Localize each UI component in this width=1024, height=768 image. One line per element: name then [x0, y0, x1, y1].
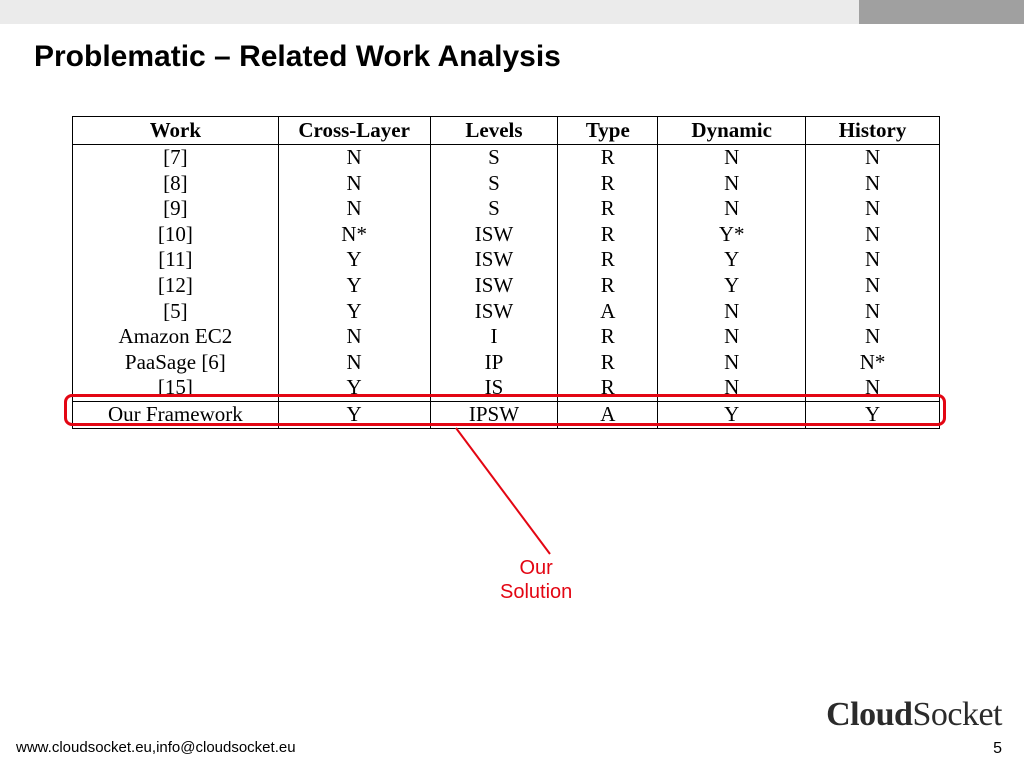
cell: N: [278, 324, 430, 350]
table-row: [15] Y IS R N N: [73, 375, 940, 401]
cell: IP: [430, 350, 558, 376]
cell: N*: [278, 222, 430, 248]
cell: N: [658, 196, 806, 222]
th-dynamic: Dynamic: [658, 117, 806, 145]
cell: N: [658, 375, 806, 401]
callout-text-line1: Our: [519, 557, 552, 579]
cell: Amazon EC2: [73, 324, 279, 350]
cell: N: [806, 247, 940, 273]
table-row-highlighted: Our Framework Y IPSW A Y Y: [73, 402, 940, 429]
table-row: Amazon EC2 N I R N N: [73, 324, 940, 350]
cell: R: [558, 171, 658, 197]
page-number: 5: [993, 740, 1002, 758]
table-row: [7] N S R N N: [73, 145, 940, 171]
table-row: [10] N* ISW R Y* N: [73, 222, 940, 248]
table-row: [5] Y ISW A N N: [73, 299, 940, 325]
cell: Y: [658, 402, 806, 429]
cell: [11]: [73, 247, 279, 273]
cell: N: [806, 273, 940, 299]
cell: N: [806, 171, 940, 197]
cell: N: [278, 145, 430, 171]
th-cross: Cross-Layer: [278, 117, 430, 145]
slide: Problematic – Related Work Analysis Work…: [0, 0, 1024, 768]
table: Work Cross-Layer Levels Type Dynamic His…: [72, 116, 940, 429]
cell: N: [806, 145, 940, 171]
cell: N: [278, 350, 430, 376]
cell: Y: [278, 299, 430, 325]
cell: ISW: [430, 247, 558, 273]
cell: R: [558, 350, 658, 376]
cell: Y: [658, 273, 806, 299]
callout-text-line2: Solution: [500, 581, 572, 603]
cell: [5]: [73, 299, 279, 325]
table-header-row: Work Cross-Layer Levels Type Dynamic His…: [73, 117, 940, 145]
cell: N: [658, 350, 806, 376]
th-type: Type: [558, 117, 658, 145]
cell: Y: [278, 247, 430, 273]
table-row: [9] N S R N N: [73, 196, 940, 222]
cell: N: [806, 196, 940, 222]
cell: R: [558, 273, 658, 299]
cell: S: [430, 171, 558, 197]
cell: A: [558, 299, 658, 325]
cell: R: [558, 375, 658, 401]
comparison-table: Work Cross-Layer Levels Type Dynamic His…: [72, 116, 940, 429]
table-row: [12] Y ISW R Y N: [73, 273, 940, 299]
cell: N: [806, 375, 940, 401]
cell: ISW: [430, 222, 558, 248]
cell: I: [430, 324, 558, 350]
cell: N: [806, 222, 940, 248]
cell: [7]: [73, 145, 279, 171]
cell: IPSW: [430, 402, 558, 429]
cell: N: [658, 299, 806, 325]
cell: Y: [806, 402, 940, 429]
th-work: Work: [73, 117, 279, 145]
cell: R: [558, 145, 658, 171]
page-title: Problematic – Related Work Analysis: [34, 40, 561, 74]
table-body: [7] N S R N N [8] N S R N N [9] N: [73, 145, 940, 429]
cell: PaaSage [6]: [73, 350, 279, 376]
cell: [9]: [73, 196, 279, 222]
cell: Y*: [658, 222, 806, 248]
topbar-accent: [859, 0, 1024, 24]
logo-bold: Cloud: [826, 696, 912, 733]
cell: S: [430, 145, 558, 171]
cell: ISW: [430, 299, 558, 325]
th-levels: Levels: [430, 117, 558, 145]
cell: IS: [430, 375, 558, 401]
th-history: History: [806, 117, 940, 145]
cell: [15]: [73, 375, 279, 401]
cell: S: [430, 196, 558, 222]
table-row: [11] Y ISW R Y N: [73, 247, 940, 273]
cell: A: [558, 402, 658, 429]
cell: N: [278, 171, 430, 197]
cell: N: [806, 299, 940, 325]
cell: Y: [278, 273, 430, 299]
cell: Y: [658, 247, 806, 273]
cell: Our Framework: [73, 402, 279, 429]
cell: R: [558, 247, 658, 273]
cell: Y: [278, 375, 430, 401]
cell: N: [658, 171, 806, 197]
footer-url: www.cloudsocket.eu,info@cloudsocket.eu: [16, 739, 296, 756]
table-row: PaaSage [6] N IP R N N*: [73, 350, 940, 376]
cell: N: [278, 196, 430, 222]
cell: N*: [806, 350, 940, 376]
cell: N: [658, 145, 806, 171]
callout-label: Our Solution: [500, 556, 572, 604]
cell: R: [558, 222, 658, 248]
cell: ISW: [430, 273, 558, 299]
cell: R: [558, 324, 658, 350]
cell: R: [558, 196, 658, 222]
logo-regular: Socket: [912, 696, 1002, 733]
cell: [12]: [73, 273, 279, 299]
cell: [8]: [73, 171, 279, 197]
cell: Y: [278, 402, 430, 429]
table-row: [8] N S R N N: [73, 171, 940, 197]
cell: [10]: [73, 222, 279, 248]
logo: CloudSocket: [826, 696, 1002, 734]
cell: N: [806, 324, 940, 350]
callout-line-segment: [456, 428, 550, 554]
cell: N: [658, 324, 806, 350]
